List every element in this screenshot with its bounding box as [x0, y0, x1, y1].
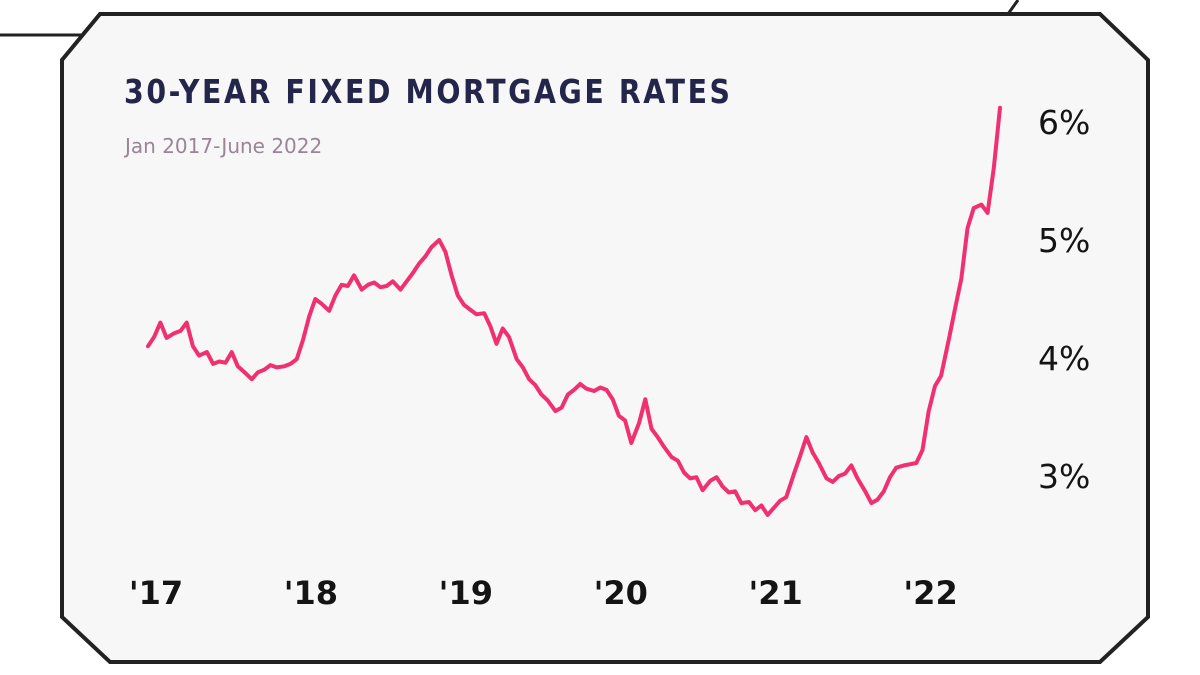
x-tick-label: '17	[129, 574, 183, 612]
y-tick-label: 5%	[1038, 221, 1090, 260]
x-tick-label: '19	[439, 574, 493, 612]
decorative-corner-right	[1006, 0, 1020, 15]
y-tick-label: 3%	[1038, 457, 1090, 496]
y-tick-label: 6%	[1038, 103, 1090, 142]
y-axis: 3% 4% 5% 6%	[1038, 103, 1090, 496]
y-tick-label: 4%	[1038, 339, 1090, 378]
x-axis: '17 '18 '19 '20 '21 '22	[129, 574, 958, 612]
series-line-0	[146, 105, 1002, 517]
x-tick-label: '22	[903, 574, 957, 612]
x-tick-label: '18	[284, 574, 338, 612]
chart-title: 30-YEAR FIXED MORTGAGE RATES	[124, 72, 733, 111]
plot-area	[146, 105, 1002, 517]
chart-subtitle: Jan 2017-June 2022	[125, 134, 323, 158]
x-tick-label: '20	[594, 574, 648, 612]
x-tick-label: '21	[748, 574, 802, 612]
